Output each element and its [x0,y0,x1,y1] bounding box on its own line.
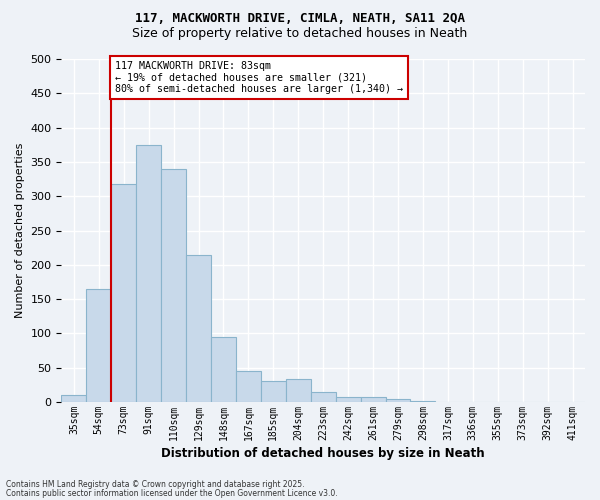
Text: 117 MACKWORTH DRIVE: 83sqm
← 19% of detached houses are smaller (321)
80% of sem: 117 MACKWORTH DRIVE: 83sqm ← 19% of deta… [115,61,403,94]
Bar [286,380,311,402]
Text: 117, MACKWORTH DRIVE, CIMLA, NEATH, SA11 2QA: 117, MACKWORTH DRIVE, CIMLA, NEATH, SA11… [135,12,465,26]
X-axis label: Distribution of detached houses by size in Neath: Distribution of detached houses by size … [161,447,485,460]
Bar [111,184,136,402]
Bar [261,382,286,402]
Bar [186,254,211,402]
Text: Contains public sector information licensed under the Open Government Licence v3: Contains public sector information licen… [6,489,338,498]
Bar [311,392,335,402]
Bar [161,169,186,402]
Bar [386,400,410,402]
Bar [211,337,236,402]
Text: Size of property relative to detached houses in Neath: Size of property relative to detached ho… [133,28,467,40]
Text: Contains HM Land Registry data © Crown copyright and database right 2025.: Contains HM Land Registry data © Crown c… [6,480,305,489]
Y-axis label: Number of detached properties: Number of detached properties [15,143,25,318]
Bar [236,371,261,402]
Bar [361,397,386,402]
Bar [86,289,111,402]
Bar [136,145,161,402]
Bar [61,395,86,402]
Bar [335,396,361,402]
